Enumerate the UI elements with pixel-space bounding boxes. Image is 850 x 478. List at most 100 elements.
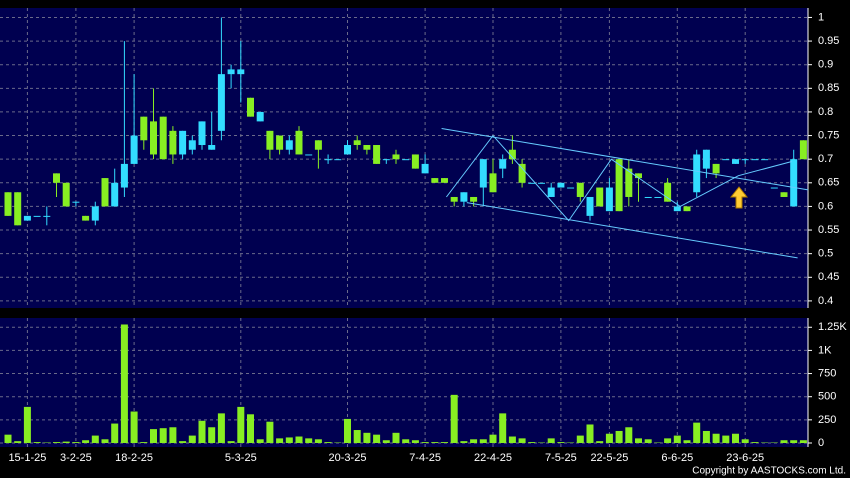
volume-bar bbox=[557, 442, 565, 443]
volume-bar bbox=[470, 439, 478, 443]
y-tick-label: 1K bbox=[818, 344, 832, 356]
y-tick-label: 0.7 bbox=[818, 153, 833, 165]
volume-bar bbox=[198, 420, 206, 443]
candle-body bbox=[4, 192, 12, 216]
candle-body bbox=[615, 159, 623, 212]
trendline bbox=[441, 128, 809, 191]
candle-body bbox=[256, 111, 264, 122]
volume-bar bbox=[751, 442, 759, 443]
volume-bar bbox=[82, 440, 90, 443]
candle-body bbox=[247, 97, 254, 117]
trendline bbox=[466, 202, 798, 259]
volume-bar bbox=[790, 440, 798, 443]
candle-body bbox=[528, 182, 536, 184]
volume-bar bbox=[276, 438, 284, 443]
volume-bar bbox=[702, 430, 710, 443]
volume-bar bbox=[120, 324, 128, 443]
candle-body bbox=[683, 206, 691, 212]
candle-body bbox=[673, 206, 681, 212]
x-tick-label: 18-2-25 bbox=[115, 452, 153, 464]
x-tick-label: 7-5-25 bbox=[545, 452, 577, 464]
candle-body bbox=[790, 159, 798, 207]
y-tick-label: 0.4 bbox=[818, 295, 833, 307]
candle-body bbox=[635, 173, 642, 179]
candle-body bbox=[538, 182, 545, 184]
candle-body bbox=[285, 140, 293, 150]
volume-bar bbox=[441, 442, 448, 443]
volume-bar bbox=[421, 442, 429, 443]
y-tick-label: 0.95 bbox=[818, 35, 839, 47]
volume-bar bbox=[508, 436, 516, 443]
candle-body bbox=[741, 159, 749, 161]
candle-body bbox=[82, 215, 90, 221]
arrow-icon bbox=[729, 186, 749, 209]
candle-body bbox=[334, 159, 342, 161]
candle-body bbox=[761, 159, 769, 161]
volume-bar bbox=[799, 440, 807, 443]
candle-body bbox=[489, 173, 497, 193]
candle-body bbox=[295, 130, 303, 155]
y-tick-label: 0.8 bbox=[818, 106, 833, 118]
volume-bar bbox=[528, 442, 536, 443]
x-tick-label: 3-2-25 bbox=[60, 452, 92, 464]
x-tick-label: 22-5-25 bbox=[590, 452, 628, 464]
candle-body bbox=[198, 121, 206, 146]
volume-bar bbox=[615, 430, 623, 443]
y-tick-label: 0.65 bbox=[818, 177, 839, 189]
candle-body bbox=[625, 168, 633, 197]
x-tick-label: 7-4-25 bbox=[409, 452, 441, 464]
volume-bar bbox=[227, 441, 235, 443]
volume-bar bbox=[489, 434, 497, 443]
candle-body bbox=[91, 206, 99, 221]
volume-bar bbox=[179, 441, 187, 443]
candle-body bbox=[421, 163, 429, 174]
candle-body bbox=[499, 159, 507, 169]
volume-bar bbox=[266, 421, 274, 443]
volume-bar bbox=[722, 435, 730, 443]
volume-bar bbox=[499, 413, 507, 443]
volume-bar bbox=[596, 441, 604, 443]
candle-body bbox=[111, 182, 119, 207]
y-tick-label: 0 bbox=[818, 437, 824, 449]
volume-bar bbox=[140, 442, 148, 443]
candle-body bbox=[120, 163, 128, 188]
volume-bar bbox=[673, 435, 681, 443]
candle-body bbox=[431, 178, 439, 183]
candle-body bbox=[596, 187, 604, 207]
volume-bar bbox=[547, 438, 555, 443]
volume-bar bbox=[130, 411, 138, 443]
y-tick-label: 500 bbox=[818, 391, 836, 403]
volume-bar bbox=[683, 440, 691, 443]
volume-bar bbox=[693, 422, 701, 443]
candle-body bbox=[62, 182, 70, 207]
x-tick-label: 23-6-25 bbox=[726, 452, 764, 464]
candle-body bbox=[344, 145, 351, 155]
y-tick-label: 0.5 bbox=[818, 248, 833, 260]
candle-body bbox=[208, 145, 216, 150]
volume-bar bbox=[305, 438, 313, 443]
candle-body bbox=[217, 74, 225, 131]
volume-bar bbox=[101, 439, 109, 443]
candle-body bbox=[276, 135, 284, 150]
candle-body bbox=[654, 196, 662, 198]
candle-body bbox=[508, 149, 516, 160]
candle-body bbox=[567, 187, 575, 189]
volume-bar bbox=[382, 440, 390, 443]
copyright: Copyright by AASTOCKS.com Ltd. bbox=[692, 466, 846, 477]
y-tick-label: 0.75 bbox=[818, 129, 839, 141]
candle-body bbox=[324, 159, 332, 161]
y-tick-label: 250 bbox=[818, 414, 836, 426]
x-tick-label: 15-1-25 bbox=[8, 452, 46, 464]
volume-bar bbox=[353, 430, 361, 443]
volume-bar bbox=[208, 427, 216, 443]
candle-body bbox=[159, 116, 167, 160]
volume-bar bbox=[431, 442, 439, 443]
volume-bar bbox=[237, 406, 245, 443]
volume-bar bbox=[150, 429, 157, 443]
candle-body bbox=[441, 178, 448, 183]
volume-bar bbox=[450, 394, 458, 443]
volume-bar bbox=[295, 436, 303, 443]
volume-bar bbox=[586, 424, 594, 443]
volume-bar bbox=[411, 440, 419, 443]
